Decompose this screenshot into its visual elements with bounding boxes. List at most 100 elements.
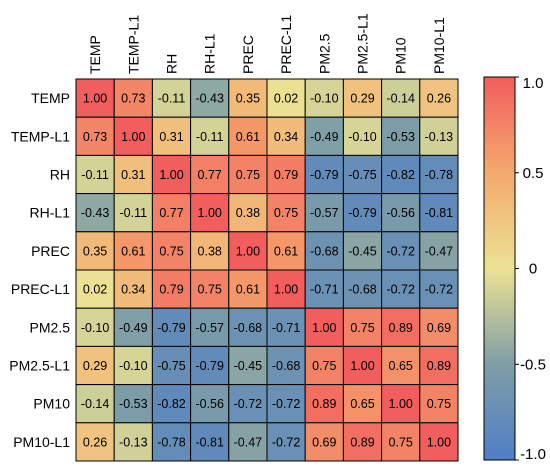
- cell-value-label: 0.77: [159, 206, 183, 220]
- colorbar-tick-label: 1.0: [523, 75, 544, 92]
- cell-value-label: 0.26: [427, 92, 451, 106]
- cell-value-label: -0.75: [157, 359, 186, 373]
- colorbar-tick-label: -0.5: [520, 356, 546, 373]
- cell-value-label: 0.89: [389, 321, 413, 335]
- cell-value-label: 0.61: [236, 283, 260, 297]
- heatmap-cell: [228, 269, 268, 309]
- heatmap-cell: [190, 269, 230, 309]
- cell-value-label: -0.81: [425, 206, 454, 220]
- cell-value-label: -0.10: [348, 130, 377, 144]
- heatmap-cell: [228, 231, 268, 271]
- cell-value-label: -0.14: [386, 92, 415, 106]
- cell-value-label: -0.72: [386, 283, 415, 297]
- heatmap-cell: [342, 384, 383, 424]
- heatmap-cell: [190, 384, 230, 424]
- heatmap-cell: [304, 193, 344, 233]
- cell-value-label: -0.43: [195, 92, 224, 106]
- cell-value-label: -0.10: [81, 321, 110, 335]
- cell-value-label: 1.00: [274, 283, 298, 297]
- cell-value-label: -0.10: [119, 359, 148, 373]
- cell-value-label: -0.57: [310, 206, 339, 220]
- cell-value-label: 0.31: [121, 168, 145, 182]
- cell-value-label: -0.71: [310, 283, 339, 297]
- heatmap-cell: [419, 345, 459, 386]
- cell-value-label: 0.75: [198, 283, 222, 297]
- cell-value-label: -0.13: [119, 435, 148, 449]
- row-label: PM10-L1: [13, 434, 70, 450]
- cell-value-label: -0.49: [119, 321, 148, 335]
- cell-value-label: -0.71: [272, 321, 301, 335]
- cell-value-label: -0.68: [272, 359, 301, 373]
- heatmap-cell: [266, 231, 306, 271]
- heatmap-cell: [381, 307, 421, 347]
- cell-value-label: 0.34: [274, 130, 298, 144]
- cell-value-label: 1.00: [312, 321, 336, 335]
- heatmap-cell: [342, 116, 383, 156]
- cell-value-label: -0.72: [425, 283, 454, 297]
- heatmap-cell: [381, 116, 421, 156]
- heatmap-cell: [419, 78, 459, 118]
- cell-value-label: 0.61: [236, 130, 260, 144]
- heatmap-cell: [190, 307, 230, 347]
- column-label: PM10-L1: [431, 17, 447, 74]
- heatmap-cell: [266, 422, 306, 462]
- heatmap-cell: [381, 422, 421, 462]
- row-label: PREC: [31, 243, 70, 259]
- cell-value-label: 0.34: [121, 283, 145, 297]
- cell-value-label: -0.10: [310, 92, 339, 106]
- heatmap-cell: [113, 384, 153, 424]
- heatmap-cell: [75, 193, 115, 233]
- cell-value-label: -0.11: [81, 168, 109, 182]
- heatmap-cell: [75, 269, 115, 309]
- colorbar-tick-label: 0.5: [523, 165, 544, 182]
- heatmap-cell: [266, 193, 306, 233]
- heatmap-cell: [342, 345, 383, 386]
- cell-value-label: 0.75: [427, 397, 451, 411]
- cell-value-label: 0.69: [312, 435, 336, 449]
- cell-value-label: -0.11: [196, 130, 224, 144]
- cell-value-label: -0.78: [157, 435, 186, 449]
- cell-value-label: -0.79: [348, 206, 377, 220]
- column-label: TEMP-L1: [125, 15, 141, 74]
- heatmap-cell: [304, 384, 344, 424]
- heatmap-cell: [419, 384, 459, 424]
- heatmap-cell: [419, 307, 459, 347]
- cell-value-label: -0.81: [195, 435, 224, 449]
- cell-value-label: 0.75: [389, 435, 413, 449]
- cell-value-label: 0.73: [83, 130, 107, 144]
- cell-value-label: -0.47: [234, 435, 263, 449]
- heatmap-cell: [266, 78, 306, 118]
- cell-value-label: 0.73: [121, 92, 145, 106]
- cell-value-label: -0.79: [195, 359, 224, 373]
- cell-value-label: -0.72: [386, 244, 415, 258]
- heatmap-cell: [304, 116, 344, 156]
- cell-value-label: 0.61: [274, 244, 298, 258]
- column-label: PREC: [240, 35, 256, 74]
- heatmap-cell: [190, 345, 230, 386]
- cell-value-label: -0.79: [157, 321, 186, 335]
- heatmap-cell: [113, 422, 153, 462]
- cell-value-label: 1.00: [159, 168, 183, 182]
- cell-value-label: 0.69: [427, 321, 451, 335]
- heatmap-cell: [113, 345, 153, 386]
- cell-value-label: 0.79: [274, 168, 298, 182]
- heatmap-cell: [381, 231, 421, 271]
- cell-value-label: 0.38: [236, 206, 260, 220]
- cell-value-label: -0.49: [310, 130, 339, 144]
- cell-value-label: -0.75: [348, 168, 377, 182]
- cell-value-label: 0.65: [350, 397, 374, 411]
- heatmap-cell: [228, 422, 268, 462]
- heatmap-cell: [266, 345, 306, 386]
- cell-value-label: 0.29: [83, 359, 107, 373]
- heatmap-cell: [113, 116, 153, 156]
- cell-value-label: -0.72: [272, 435, 301, 449]
- heatmap-cell: [304, 154, 344, 195]
- heatmap-cell: [266, 307, 306, 347]
- heatmap-cell: [342, 422, 383, 462]
- cell-value-label: -0.79: [310, 168, 339, 182]
- cell-value-label: -0.68: [348, 283, 377, 297]
- heatmap-cell: [342, 78, 383, 118]
- heatmap-cell: [113, 231, 153, 271]
- heatmap-cell: [75, 422, 115, 462]
- cell-value-label: -0.43: [81, 206, 110, 220]
